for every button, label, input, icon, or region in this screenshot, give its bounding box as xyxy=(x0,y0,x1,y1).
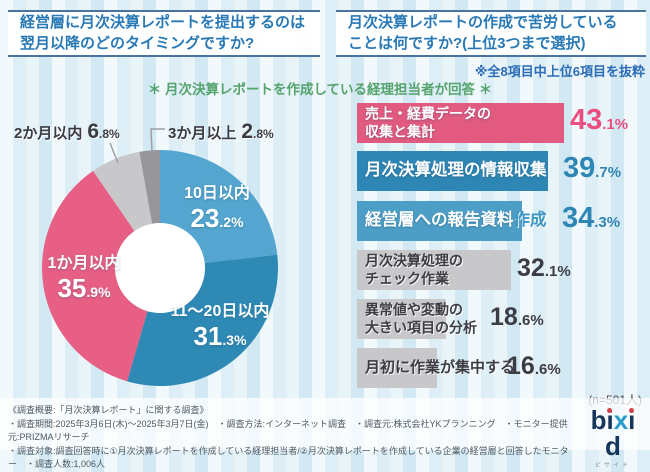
bar-row-info-gathering: 月次決算処理の情報収集 39.7% xyxy=(340,151,650,191)
pie-label-1month: 1か月以内 35.9% xyxy=(22,254,146,304)
excerpt-note: ※全8項目中上位6項目を抜粋 xyxy=(474,64,645,79)
pie-slice-1 xyxy=(127,254,279,387)
bar-chart: 売上・経費データの 収集と集計 43.1% 月次決算処理の情報収集 39.7% … xyxy=(340,98,650,398)
survey-overview: 《調査概要:「月次決算レポート」に関する調査》 ・調査期間:2025年3月6日(… xyxy=(8,405,569,469)
bar-value: 18.6% xyxy=(490,303,544,331)
question-title-right: 月次決算レポートの作成で苦労している ことは何ですか?(上位3つまで選択) xyxy=(336,10,646,57)
bixid-logo-word: bixid xyxy=(583,407,643,459)
question-title-left: 経営層に月次決算レポートを提出するのは 翌月以降のどのタイミングですか? xyxy=(8,10,320,57)
leader-line-3months xyxy=(150,128,165,153)
question-title-left-text: 経営層に月次決算レポートを提出するのは 翌月以降のどのタイミングですか? xyxy=(20,14,306,52)
logo-letter-d: d xyxy=(605,431,621,461)
logo-letter-x: x xyxy=(613,405,629,435)
bar-fill xyxy=(357,151,548,191)
bar-label-text: 月次決算処理の チェック作業 xyxy=(365,252,463,287)
bar-row-month-start-rush: 月初に作業が集中する 16.6% xyxy=(340,348,650,388)
bar-row-check-work: 月次決算処理の チェック作業 32.1% xyxy=(340,250,650,290)
bar-value: 43.1% xyxy=(570,104,629,136)
pie-slice-2 xyxy=(41,170,148,382)
leader-line-2months xyxy=(109,142,119,164)
pie-slice-4 xyxy=(139,150,160,224)
pie-slice-0 xyxy=(160,150,278,263)
bar-label: 月初に作業が集中する xyxy=(365,358,515,378)
pie-label-3months: 3か月以上 2.8% xyxy=(168,120,274,144)
pie-label-3months-name: 3か月以上 xyxy=(168,125,237,142)
pie-label-11-20days-name: 11～20日以内 xyxy=(170,303,270,320)
bar-value: 34.3% xyxy=(562,202,621,234)
pie-label-11-20days-value: 31.3% xyxy=(193,321,247,352)
footer-background xyxy=(0,398,650,450)
pie-label-1month-value: 35.9% xyxy=(57,273,111,304)
question-title-right-text: 月次決算レポートの作成で苦労している ことは何ですか?(上位3つまで選択) xyxy=(348,14,618,52)
bar-row-anomaly-analysis: 異常値や変動の 大きい項目の分析 18.6% xyxy=(340,299,650,339)
pie-label-3months-value: 2.8% xyxy=(241,120,274,143)
bar-label: 月次決算処理の チェック作業 xyxy=(365,252,463,289)
bar-label-text: 売上・経費データの 収集と集計 xyxy=(365,105,491,140)
bixid-logo-subtext: ビサイド xyxy=(594,463,631,469)
pie-label-11-20days: 11～20日以内 31.3% xyxy=(135,302,305,352)
logo-letter-i: i xyxy=(628,405,636,435)
bar-label-text: 月初に作業が集中する xyxy=(365,359,516,377)
bar-label-text: 月次決算処理の情報収集 xyxy=(365,161,547,180)
pie-label-10days: 10日以内 23.2% xyxy=(157,184,277,234)
donut-hole xyxy=(114,222,206,314)
pie-label-2months-name: 2か月以内 xyxy=(14,125,83,142)
bar-label: 経営層への報告資料作成 xyxy=(365,210,547,232)
bar-fill xyxy=(357,299,447,339)
donut-chart: 10日以内 23.2% 11～20日以内 31.3% 1か月以内 35.9% 2… xyxy=(0,100,330,400)
pie-label-10days-value: 23.2% xyxy=(190,203,244,234)
bar-value: 39.7% xyxy=(563,152,622,184)
bixid-logo: bixid ビサイド xyxy=(583,407,643,469)
bar-label: 月次決算処理の情報収集 xyxy=(365,160,547,182)
bar-label-text: 経営層への報告資料 xyxy=(365,211,514,230)
bar-label: 異常値や変動の 大きい項目の分析 xyxy=(365,301,477,338)
bar-fill xyxy=(357,103,564,143)
bar-fill xyxy=(357,250,512,290)
bar-value: 32.1% xyxy=(517,254,571,282)
respondent-annotation: ＊ 月次決算レポートを作成している経理担当者が回答 ＊ xyxy=(147,82,493,97)
bar-row-report-creation: 経営層への報告資料作成 34.3% xyxy=(340,201,650,241)
logo-letter-b: b xyxy=(590,405,607,435)
donut-chart-svg xyxy=(41,128,279,387)
bar-row-sales-data: 売上・経費データの 収集と集計 43.1% xyxy=(340,103,650,143)
bar-label-tail: 作成 xyxy=(513,211,547,230)
pie-label-2months-value: 6.8% xyxy=(87,120,120,143)
pie-label-2months: 2か月以内 6.8% xyxy=(14,120,120,144)
bar-label: 売上・経費データの 収集と集計 xyxy=(365,105,491,142)
bar-label-text: 異常値や変動の 大きい項目の分析 xyxy=(365,301,477,336)
pie-slice-3 xyxy=(93,151,153,231)
bar-fill xyxy=(357,201,522,241)
bar-fill xyxy=(357,348,437,388)
pie-label-1month-name: 1か月以内 xyxy=(47,255,121,272)
pie-label-10days-name: 10日以内 xyxy=(184,185,250,202)
logo-letter-i: i xyxy=(606,405,614,435)
bar-value: 16.6% xyxy=(507,352,561,380)
